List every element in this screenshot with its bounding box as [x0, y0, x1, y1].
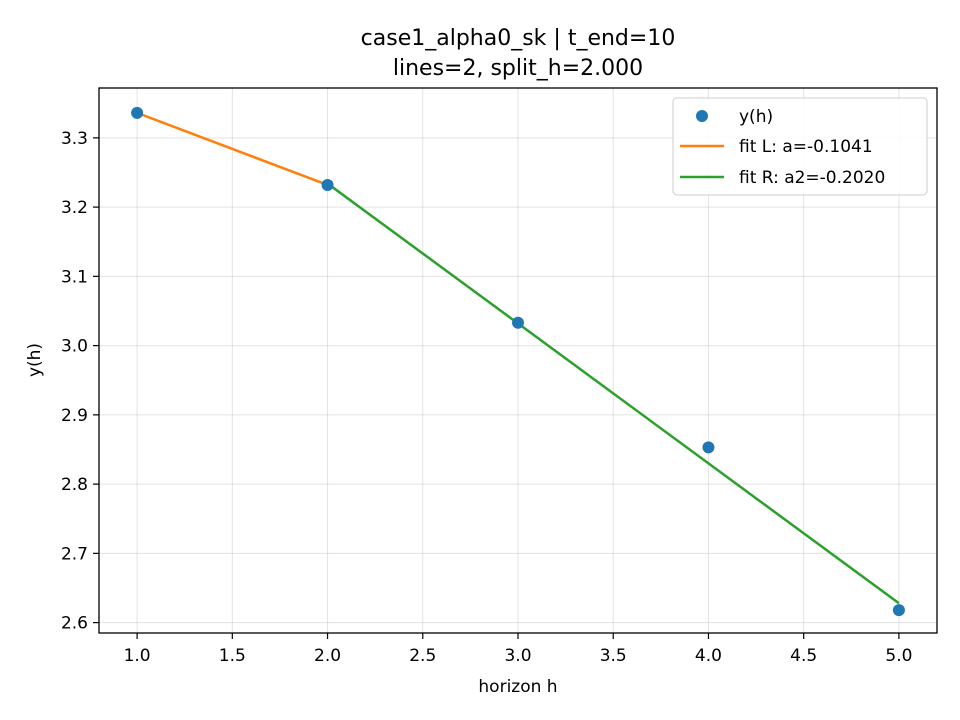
data-point: [321, 178, 334, 191]
x-tick-label: 3.5: [600, 646, 627, 666]
x-tick-label: 5.0: [885, 646, 912, 666]
legend-label-fit-right: fit R: a2=-0.2020: [739, 168, 885, 188]
legend-label-points: y(h): [739, 107, 773, 127]
fit-right-line: [326, 182, 900, 605]
data-point: [131, 106, 144, 119]
y-tick-label: 3.3: [61, 129, 88, 149]
legend-marker-points: [696, 110, 708, 122]
y-tick-label: 2.9: [61, 406, 88, 426]
data-point: [702, 441, 715, 454]
y-tick-label: 3.0: [61, 337, 88, 357]
y-tick-label: 2.6: [61, 614, 88, 634]
x-tick-label: 2.5: [409, 646, 436, 666]
y-axis-label: y(h): [25, 343, 45, 377]
y-tick-label: 3.2: [61, 198, 88, 218]
x-tick-label: 3.0: [504, 646, 531, 666]
series-layer: [131, 106, 905, 617]
x-axis-label: horizon h: [478, 677, 557, 697]
grid: [99, 88, 937, 633]
x-tick-label: 4.0: [695, 646, 722, 666]
legend: y(h) fit L: a=-0.1041 fit R: a2=-0.2020: [672, 97, 928, 196]
chart-title-line1: case1_alpha0_sk | t_end=10: [361, 26, 676, 51]
ticks: 1.0 1.5 2.0 2.5 3.0 3.5 4.0 4.5 5.0 2.6 2.7 2.8 2.9 3…: [61, 129, 912, 666]
legend-label-fit-left: fit L: a=-0.1041: [739, 137, 873, 157]
fit-left-line: [136, 111, 328, 187]
x-tick-label: 2.0: [314, 646, 341, 666]
y-tick-label: 2.8: [61, 475, 88, 495]
data-point: [892, 604, 905, 617]
y-tick-label: 2.7: [61, 544, 88, 564]
x-tick-label: 4.5: [790, 646, 817, 666]
chart-title-line2: lines=2, split_h=2.000: [393, 56, 643, 81]
legend-box: [672, 97, 928, 196]
y-tick-label: 3.1: [61, 267, 88, 287]
data-point: [512, 316, 524, 329]
x-tick-label: 1.0: [124, 646, 151, 666]
x-tick-label: 1.5: [219, 646, 246, 666]
